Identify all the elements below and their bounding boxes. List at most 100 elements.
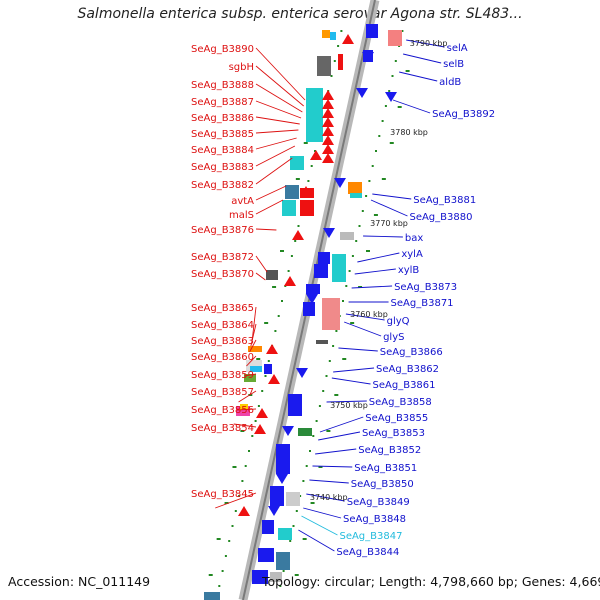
- scale-tick: [264, 322, 269, 324]
- forward-gene-arrow: [322, 90, 334, 100]
- reverse-gene-arrow: [268, 506, 280, 516]
- left-connector: [233, 423, 257, 428]
- gene-block: [264, 364, 272, 374]
- scale-tick: [366, 250, 370, 252]
- right-gene-label: SeAg_B3892: [432, 109, 495, 120]
- left-connector: [236, 408, 257, 411]
- right-gene-label: glyS: [383, 332, 404, 343]
- right-connector: [399, 71, 438, 82]
- right-connector: [406, 39, 445, 48]
- track-dot: [345, 285, 348, 287]
- scale-tick: [350, 322, 355, 324]
- right-connector: [403, 53, 442, 64]
- left-gene-label: SeAg_B3890: [191, 44, 254, 55]
- scale-tick: [295, 178, 300, 180]
- gene-block: [314, 264, 328, 278]
- track-dot: [368, 180, 371, 182]
- scale-tick: [318, 466, 323, 468]
- right-connector: [303, 507, 342, 519]
- cyan-gene-block: [306, 88, 323, 142]
- right-gene-label: SeAg_B3849: [347, 497, 410, 508]
- right-connector: [351, 285, 393, 289]
- right-connector: [372, 193, 412, 200]
- track-dot: [310, 165, 313, 167]
- gene-block: [270, 486, 284, 506]
- reverse-gene-arrow: [323, 228, 335, 238]
- right-connector: [357, 252, 400, 263]
- gene-block: [248, 346, 262, 352]
- left-gene-label: SeAg_B3887: [191, 97, 254, 108]
- track-dot: [254, 420, 257, 422]
- forward-gene-arrow: [300, 186, 312, 196]
- reverse-gene-arrow: [334, 178, 346, 188]
- track-dot: [234, 510, 237, 512]
- track-dot: [309, 450, 311, 452]
- scale-tick: [272, 286, 277, 288]
- forward-gene-arrow: [322, 108, 334, 118]
- right-connector: [333, 367, 375, 373]
- left-gene-label: malS: [229, 210, 254, 221]
- gene-block: [270, 572, 282, 582]
- gene-block: [316, 340, 328, 344]
- left-gene-label: SeAg_B3854: [191, 423, 254, 434]
- track-dot: [335, 330, 338, 332]
- left-connector: [255, 65, 304, 107]
- track-dot: [292, 525, 295, 527]
- left-connector: [255, 83, 303, 113]
- scale-tick: [224, 502, 229, 504]
- left-connector: [250, 323, 257, 347]
- track-dot: [290, 255, 293, 257]
- right-connector: [298, 529, 335, 552]
- right-gene-label: bax: [405, 233, 423, 244]
- right-gene-label: SeAg_B3851: [354, 463, 417, 474]
- gene-block: [244, 374, 256, 382]
- track-dot: [388, 90, 391, 92]
- scale-tick: [303, 142, 308, 144]
- gene-block: [288, 394, 302, 416]
- gene-block: [236, 406, 250, 416]
- forward-gene-arrow: [266, 344, 278, 354]
- track-dot: [221, 570, 224, 572]
- track-dot: [401, 30, 404, 32]
- gene-block: [285, 185, 299, 199]
- gene-labels: SeAg_B3890 sgbH SeAg_B3888 SeAg_B3887 SeAg_B…: [191, 43, 495, 558]
- kbp-label: 3740 kbp: [310, 493, 348, 502]
- right-connector: [315, 448, 357, 455]
- left-connector: [255, 157, 293, 185]
- right-gene-label: SeAg_B3862: [376, 364, 439, 375]
- left-connector: [255, 199, 284, 215]
- track-dot: [337, 45, 340, 47]
- right-connector: [301, 515, 338, 536]
- left-connector: [255, 185, 287, 201]
- scale-tick: [240, 430, 245, 432]
- scale-tick: [280, 250, 284, 252]
- track-dot: [287, 270, 290, 272]
- right-gene-label: SeAg_B3853: [362, 428, 425, 439]
- track-dot: [391, 75, 394, 77]
- forward-gene-arrow: [322, 117, 334, 127]
- gene-block: [322, 30, 330, 38]
- scale-tick: [334, 394, 339, 396]
- left-connector: [255, 116, 300, 125]
- right-connector: [392, 99, 431, 114]
- track-dot: [289, 540, 292, 542]
- track-dot: [281, 300, 283, 302]
- right-gene-label: selA: [447, 43, 468, 54]
- track-dot: [295, 510, 298, 512]
- left-gene-label: SeAg_B3885: [191, 129, 254, 140]
- left-gene-label: SeAg_B3876: [191, 225, 254, 236]
- right-gene-label: SeAg_B3848: [343, 514, 406, 525]
- right-connector: [331, 377, 371, 385]
- gene-block: [306, 284, 320, 294]
- track-dot: [381, 120, 384, 122]
- track-dot: [351, 255, 354, 257]
- forward-gene-arrow: [322, 144, 334, 154]
- right-connector: [345, 313, 385, 321]
- gene-block: [350, 193, 362, 198]
- kbp-label: 3750 kbp: [330, 401, 368, 410]
- right-connector: [338, 347, 378, 352]
- left-connector: [238, 390, 257, 403]
- scale-tick: [326, 430, 331, 432]
- track-dot: [264, 375, 267, 377]
- right-gene-label: SeAg_B3844: [336, 547, 399, 558]
